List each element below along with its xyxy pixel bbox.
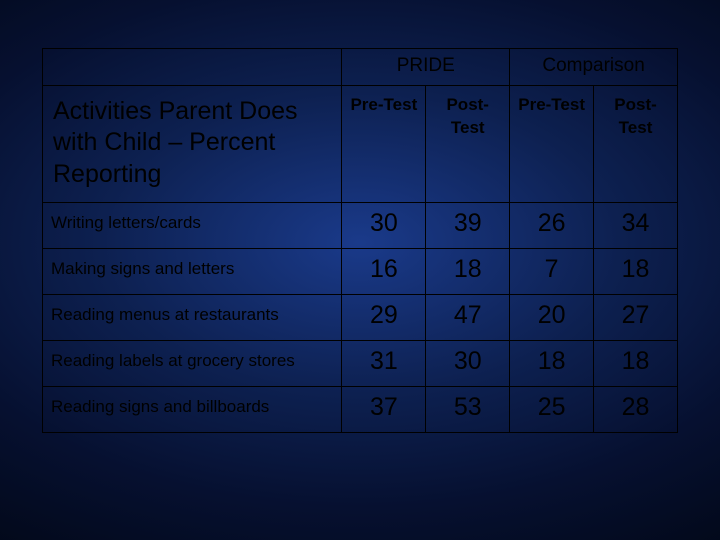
cell-value: 34 [594,202,678,248]
cell-value: 18 [594,340,678,386]
sub-header-comp-pre: Pre-Test [510,86,594,203]
activity-label: Writing letters/cards [43,202,342,248]
sub-header-comp-post: Post-Test [594,86,678,203]
cell-value: 53 [426,386,510,432]
cell-value: 31 [342,340,426,386]
table-row: Reading signs and billboards 37 53 25 28 [43,386,678,432]
activities-table: PRIDE Comparison Activities Parent Does … [42,48,678,433]
activity-label: Reading labels at grocery stores [43,340,342,386]
cell-value: 29 [342,294,426,340]
cell-value: 20 [510,294,594,340]
table-row: Reading menus at restaurants 29 47 20 27 [43,294,678,340]
table-row: Writing letters/cards 30 39 26 34 [43,202,678,248]
cell-value: 26 [510,202,594,248]
sub-header-pride-pre: Pre-Test [342,86,426,203]
cell-value: 7 [510,248,594,294]
cell-value: 28 [594,386,678,432]
sub-header-pride-post: Post-Test [426,86,510,203]
cell-value: 18 [510,340,594,386]
row-title: Activities Parent Does with Child – Perc… [43,86,342,203]
cell-value: 18 [426,248,510,294]
cell-value: 39 [426,202,510,248]
blank-cell [43,49,342,86]
group-header-row: PRIDE Comparison [43,49,678,86]
cell-value: 37 [342,386,426,432]
activity-label: Reading signs and billboards [43,386,342,432]
cell-value: 25 [510,386,594,432]
cell-value: 47 [426,294,510,340]
activity-label: Reading menus at restaurants [43,294,342,340]
group-header-comparison: Comparison [510,49,678,86]
data-table-container: PRIDE Comparison Activities Parent Does … [42,48,678,433]
table-row: Making signs and letters 16 18 7 18 [43,248,678,294]
cell-value: 16 [342,248,426,294]
cell-value: 27 [594,294,678,340]
table-row: Reading labels at grocery stores 31 30 1… [43,340,678,386]
group-header-pride: PRIDE [342,49,510,86]
cell-value: 18 [594,248,678,294]
activity-label: Making signs and letters [43,248,342,294]
sub-header-row: Activities Parent Does with Child – Perc… [43,86,678,203]
cell-value: 30 [342,202,426,248]
cell-value: 30 [426,340,510,386]
